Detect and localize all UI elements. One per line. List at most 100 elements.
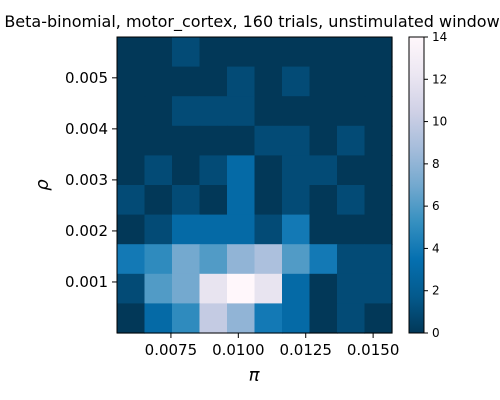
- heatmap-cell: [282, 244, 311, 275]
- heatmap-cell: [117, 214, 146, 245]
- heatmap-cell: [227, 96, 256, 127]
- heatmap-cell: [199, 155, 228, 186]
- colorbar-tick-label: 2: [432, 284, 440, 298]
- heatmap-cell: [337, 66, 366, 97]
- heatmap-cell: [309, 244, 338, 275]
- heatmap-cell: [227, 185, 256, 216]
- y-axis-label: ρ: [32, 179, 53, 191]
- heatmap-cell: [227, 214, 256, 245]
- heatmap-cell: [117, 125, 146, 156]
- heatmap-cell: [144, 37, 173, 68]
- heatmap-cell: [364, 37, 393, 68]
- heatmap-cell: [254, 155, 283, 186]
- x-tick-label: 0.0150: [347, 341, 400, 359]
- heatmap-cell: [172, 303, 201, 334]
- heatmap-cell: [199, 66, 228, 97]
- heatmap-cell: [309, 185, 338, 216]
- heatmap-cell: [337, 96, 366, 127]
- heatmap-cell: [144, 96, 173, 127]
- heatmap-cell: [117, 37, 146, 68]
- heatmap-cell: [172, 66, 201, 97]
- heatmap-cell: [199, 303, 228, 334]
- heatmap-cell: [199, 273, 228, 304]
- x-tick-label: 0.0100: [212, 341, 265, 359]
- heatmap-cell: [227, 273, 256, 304]
- heatmap-cell: [144, 273, 173, 304]
- heatmap-cell: [172, 273, 201, 304]
- heatmap-cell: [117, 244, 146, 275]
- heatmap-cell: [227, 155, 256, 186]
- heatmap-cell: [117, 273, 146, 304]
- x-tick-label: 0.0075: [145, 341, 198, 359]
- colorbar-tick-label: 0: [432, 326, 440, 340]
- heatmap-cell: [337, 303, 366, 334]
- heatmap-cell: [199, 125, 228, 156]
- heatmap-cell: [254, 273, 283, 304]
- heatmap-cell: [117, 96, 146, 127]
- heatmap-cell: [364, 185, 393, 216]
- heatmap-cell: [172, 155, 201, 186]
- heatmap-cell: [144, 66, 173, 97]
- heatmap-cell: [199, 96, 228, 127]
- y-tick-label: 0.004: [65, 120, 108, 138]
- heatmap-cell: [282, 185, 311, 216]
- heatmap-cell: [254, 185, 283, 216]
- heatmap-cell: [282, 66, 311, 97]
- heatmap-cell: [172, 244, 201, 275]
- heatmap-cell: [117, 185, 146, 216]
- heatmap-cell: [364, 155, 393, 186]
- x-axis-label: π: [249, 365, 261, 386]
- heatmap-cell: [364, 125, 393, 156]
- heatmap-cell: [144, 125, 173, 156]
- heatmap-cell: [144, 155, 173, 186]
- heatmap-cell: [144, 244, 173, 275]
- heatmap-cell: [117, 303, 146, 334]
- plot-frame: [116, 36, 393, 334]
- heatmap-cell: [254, 125, 283, 156]
- heatmap-cell: [282, 155, 311, 186]
- heatmap-cell: [309, 125, 338, 156]
- y-tick-label: 0.003: [65, 171, 108, 189]
- heatmap-cell: [364, 66, 393, 97]
- heatmap-cell: [309, 214, 338, 245]
- heatmap-cell: [282, 303, 311, 334]
- heatmap-cell: [199, 37, 228, 68]
- heatmap-cell: [254, 37, 283, 68]
- colorbar-tick-label: 12: [432, 72, 447, 86]
- heatmap-cells: [117, 37, 393, 334]
- heatmap-cell: [309, 66, 338, 97]
- heatmap-cell: [337, 185, 366, 216]
- x-axis: 0.0075 0.0100 0.0125 0.0150: [145, 333, 400, 359]
- heatmap-cell: [254, 303, 283, 334]
- heatmap-cell: [227, 244, 256, 275]
- heatmap-cell: [364, 214, 393, 245]
- heatmap-cell: [337, 155, 366, 186]
- heatmap-cell: [282, 273, 311, 304]
- heatmap-cell: [254, 244, 283, 275]
- y-axis: 0.001 0.002 0.003 0.004 0.005: [65, 69, 117, 291]
- heatmap-cell: [282, 96, 311, 127]
- y-tick-label: 0.005: [65, 69, 108, 87]
- heatmap-cell: [227, 37, 256, 68]
- heatmap-cell: [364, 273, 393, 304]
- heatmap-cell: [309, 155, 338, 186]
- chart-title: Beta-binomial, motor_cortex, 160 trials,…: [4, 12, 499, 32]
- heatmap-cell: [227, 125, 256, 156]
- y-tick-label: 0.002: [65, 222, 108, 240]
- heatmap-cell: [172, 185, 201, 216]
- heatmap-cell: [282, 125, 311, 156]
- heatmap-cell: [282, 214, 311, 245]
- y-tick-label: 0.001: [65, 273, 108, 291]
- heatmap-cell: [254, 214, 283, 245]
- colorbar-tick-label: 14: [432, 30, 447, 44]
- heatmap-cell: [227, 66, 256, 97]
- heatmap-cell: [309, 303, 338, 334]
- heatmap-cell: [337, 37, 366, 68]
- colorbar-tick-label: 8: [432, 157, 440, 171]
- heatmap-cell: [309, 37, 338, 68]
- heatmap-cell: [254, 66, 283, 97]
- heatmap-cell: [199, 244, 228, 275]
- heatmap-cell: [337, 214, 366, 245]
- heatmap-cell: [117, 155, 146, 186]
- colorbar-tick-label: 10: [432, 115, 447, 129]
